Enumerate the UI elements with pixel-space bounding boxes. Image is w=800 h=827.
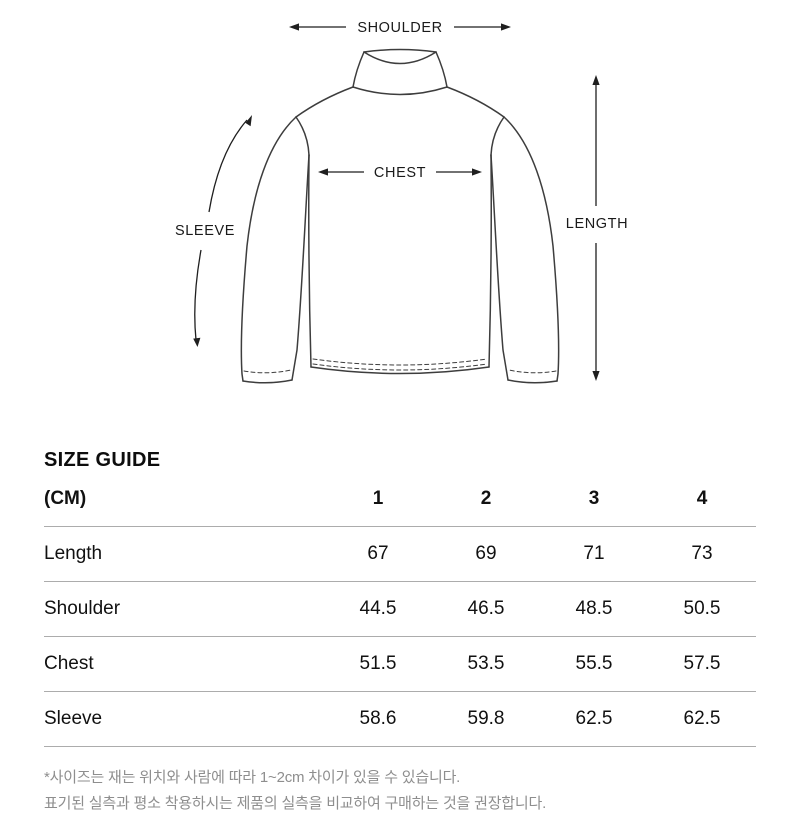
unit-label: (CM) [44, 488, 87, 509]
table-row-shoulder: Shoulder 44.5 46.5 48.5 50.5 [44, 582, 756, 637]
cell-value: 69 [475, 543, 497, 564]
table-row-chest: Chest 51.5 53.5 55.5 57.5 [44, 637, 756, 692]
length-annotation [592, 75, 600, 381]
cell-value: 71 [583, 543, 605, 564]
row-label: Sleeve [44, 708, 103, 729]
row-label: Length [44, 543, 103, 564]
table-header-row: (CM) 1 2 3 4 [44, 472, 756, 527]
shoulder-label: SHOULDER [357, 20, 442, 36]
cell-value: 50.5 [683, 598, 721, 619]
size-column-1: 1 [372, 488, 384, 509]
size-footnote: *사이즈는 재는 위치와 사람에 따라 1~2cm 차이가 있을 수 있습니다.… [44, 765, 756, 817]
table-row-length: Length 67 69 71 73 [44, 527, 756, 582]
footnote-line-1: *사이즈는 재는 위치와 사람에 따라 1~2cm 차이가 있을 수 있습니다. [44, 769, 461, 786]
size-column-4: 4 [696, 488, 708, 509]
row-label: Shoulder [44, 598, 121, 619]
cell-value: 73 [691, 543, 713, 564]
sweater-outline-drawing [240, 48, 560, 384]
size-guide-section: SIZE GUIDE (CM) 1 2 3 4 Length 67 69 71 … [0, 449, 800, 817]
cell-value: 58.6 [359, 708, 397, 729]
footnote-line-2: 표기된 실측과 평소 착용하시는 제품의 실측을 비교하여 구매하는 것을 권장… [44, 795, 547, 812]
cell-value: 53.5 [467, 653, 505, 674]
cell-value: 59.8 [467, 708, 505, 729]
table-row-sleeve: Sleeve 58.6 59.8 62.5 62.5 [44, 692, 756, 747]
shoulder-annotation [289, 23, 511, 31]
cell-value: 57.5 [683, 653, 721, 674]
cell-value: 62.5 [575, 708, 613, 729]
cell-value: 67 [367, 543, 389, 564]
cell-value: 62.5 [683, 708, 721, 729]
size-column-2: 2 [480, 488, 492, 509]
cell-value: 48.5 [575, 598, 613, 619]
chest-label: CHEST [374, 165, 426, 181]
size-column-3: 3 [588, 488, 600, 509]
size-guide-title: SIZE GUIDE [44, 449, 161, 471]
sleeve-annotation [193, 115, 252, 347]
garment-measurement-diagram: SHOULDER CHEST SLEEVE [175, 20, 628, 384]
row-label: Chest [44, 653, 94, 674]
cell-value: 51.5 [359, 653, 397, 674]
cell-value: 44.5 [359, 598, 397, 619]
chest-annotation [318, 168, 482, 176]
cell-value: 55.5 [575, 653, 613, 674]
sweater-diagram-svg: SHOULDER CHEST SLEEVE [175, 20, 628, 384]
length-label: LENGTH [566, 216, 628, 232]
cell-value: 46.5 [467, 598, 505, 619]
size-table: (CM) 1 2 3 4 Length 67 69 71 73 Shoulder… [44, 472, 756, 747]
sleeve-label: SLEEVE [175, 223, 235, 239]
